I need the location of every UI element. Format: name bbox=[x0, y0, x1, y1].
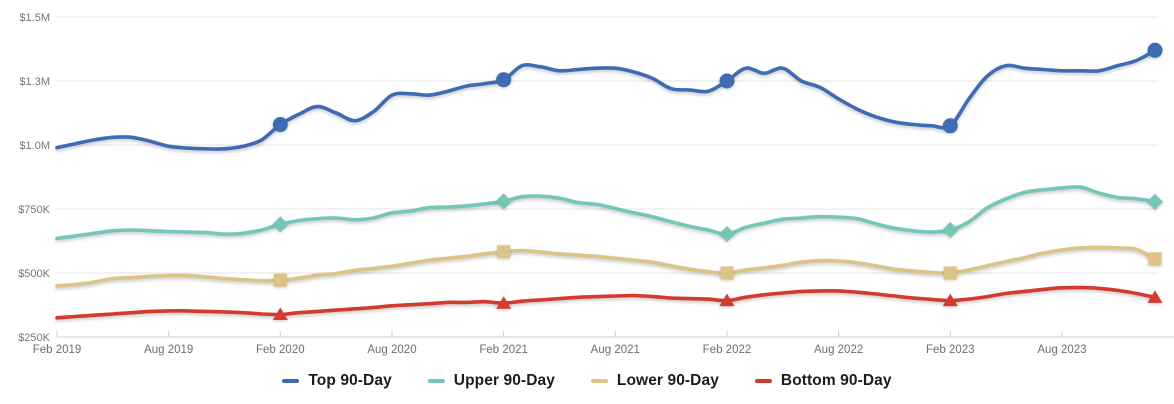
legend-dash-icon bbox=[590, 379, 608, 383]
series-line-top-90-day bbox=[55, 48, 1157, 151]
x-axis-tick-label: Feb 2022 bbox=[703, 344, 752, 356]
data-point-triangle-marker-bottom-90-day[interactable] bbox=[942, 293, 958, 307]
data-point-diamond-marker-upper-90-day[interactable] bbox=[495, 193, 512, 210]
x-axis-tick-label: Feb 2023 bbox=[926, 344, 975, 356]
data-point-diamond-marker-upper-90-day[interactable] bbox=[942, 221, 959, 238]
x-axis-tick-label: Aug 2020 bbox=[367, 344, 416, 356]
x-axis-tick-label: Aug 2022 bbox=[814, 344, 863, 356]
data-point-circle-marker-top-90-day[interactable] bbox=[942, 118, 958, 134]
x-axis-tick-label: Feb 2019 bbox=[33, 344, 82, 356]
data-point-diamond-marker-upper-90-day[interactable] bbox=[718, 226, 735, 243]
legend-item-upper-90-day[interactable]: Upper 90-Day bbox=[427, 372, 555, 390]
legend-dash-icon bbox=[282, 379, 300, 383]
data-point-square-marker-lower-90-day[interactable] bbox=[273, 273, 287, 287]
data-point-circle-marker-top-90-day[interactable] bbox=[1147, 42, 1163, 58]
data-point-triangle-marker-bottom-90-day[interactable] bbox=[496, 296, 512, 309]
legend-label: Upper 90-Day bbox=[453, 372, 555, 389]
data-point-diamond-marker-upper-90-day[interactable] bbox=[272, 216, 289, 233]
data-point-circle-marker-top-90-day[interactable] bbox=[719, 73, 735, 89]
legend-label: Bottom 90-Day bbox=[780, 372, 892, 389]
legend-item-lower-90-day[interactable]: Lower 90-Day bbox=[590, 372, 719, 390]
x-axis-tick-label: Aug 2021 bbox=[591, 344, 640, 356]
y-axis-tick-label: $500K bbox=[18, 268, 50, 280]
y-axis-tick-label: $1.3M bbox=[19, 76, 50, 88]
legend-item-top-90-day[interactable]: Top 90-Day bbox=[282, 372, 392, 390]
data-point-square-marker-lower-90-day[interactable] bbox=[720, 266, 734, 280]
data-point-diamond-marker-upper-90-day[interactable] bbox=[1147, 193, 1163, 210]
data-point-square-marker-lower-90-day[interactable] bbox=[1148, 252, 1162, 266]
legend-dash-icon bbox=[754, 379, 772, 383]
chart-canvas: $250K $500K $750K $1.0M $1.3M $1.5M Feb 2019 Au… bbox=[18, 12, 1174, 356]
y-axis-tick-label: $750K bbox=[18, 204, 50, 216]
data-point-square-marker-lower-90-day[interactable] bbox=[497, 245, 511, 259]
x-axis-tick-label: Feb 2020 bbox=[256, 344, 305, 356]
data-point-triangle-marker-bottom-90-day[interactable] bbox=[719, 293, 735, 307]
series-line-bottom-90-day bbox=[55, 285, 1157, 320]
series-line-upper-90-day bbox=[55, 185, 1157, 241]
y-axis-tick-label: $250K bbox=[18, 332, 50, 344]
data-point-circle-marker-top-90-day[interactable] bbox=[272, 117, 288, 133]
y-axis-tick-label: $1.0M bbox=[19, 140, 50, 152]
data-point-triangle-marker-bottom-90-day[interactable] bbox=[272, 307, 288, 320]
legend-dash-icon bbox=[427, 379, 445, 383]
x-axis-tick-label: Aug 2023 bbox=[1037, 344, 1086, 356]
data-point-circle-marker-top-90-day[interactable] bbox=[496, 72, 512, 88]
data-point-triangle-marker-bottom-90-day[interactable] bbox=[1147, 290, 1163, 303]
data-point-square-marker-lower-90-day[interactable] bbox=[943, 266, 957, 280]
legend-label: Top 90-Day bbox=[308, 372, 392, 389]
x-axis-tick-label: Aug 2019 bbox=[144, 344, 193, 356]
legend-item-bottom-90-day[interactable]: Bottom 90-Day bbox=[754, 372, 892, 390]
x-axis-tick-label: Feb 2021 bbox=[479, 344, 528, 356]
series-line-lower-90-day bbox=[55, 245, 1157, 288]
legend-label: Lower 90-Day bbox=[616, 372, 719, 389]
y-axis-tick-label: $1.5M bbox=[19, 12, 50, 24]
chart-legend: Top 90-Day Upper 90-Day Lower 90-Day Bot… bbox=[0, 364, 1174, 398]
